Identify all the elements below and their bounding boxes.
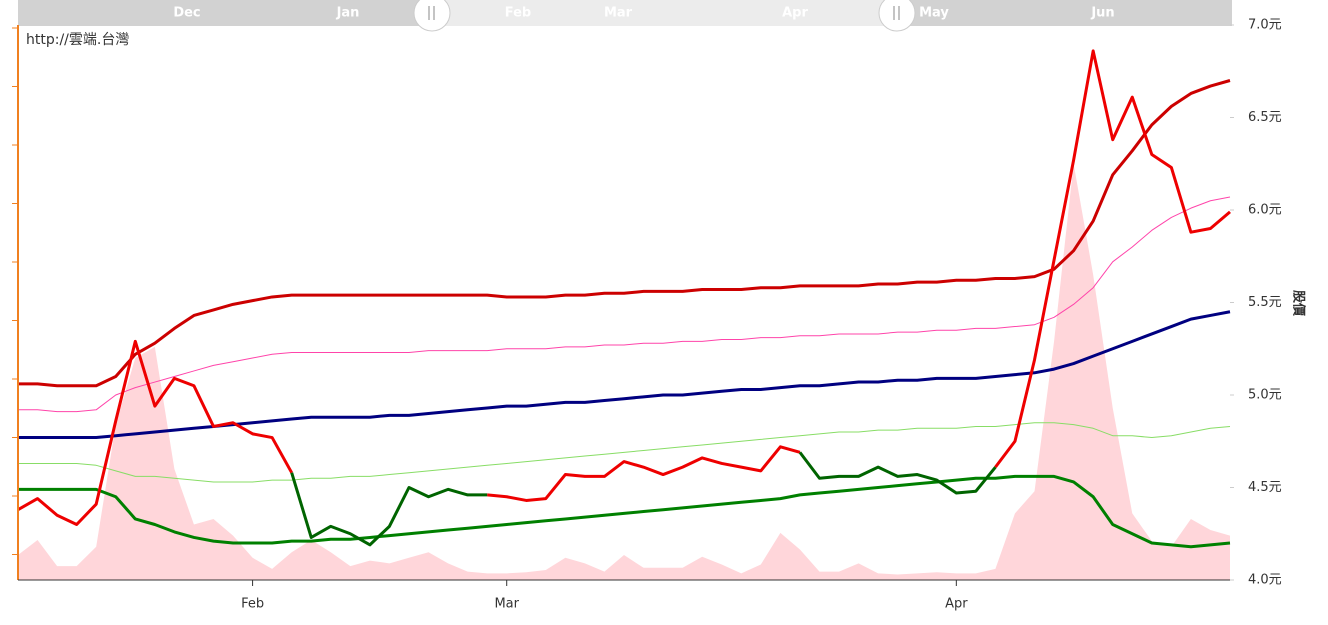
y-tick-label: 5.5元 [1248,295,1282,310]
navigator-label: Dec [173,6,200,21]
navigator-label: Feb [505,6,531,21]
y-tick-label: 6.0元 [1248,203,1282,218]
navigator-label: Apr [782,6,808,21]
x-tick-label: Mar [494,597,519,612]
y-tick-label: 4.0元 [1248,573,1282,588]
navigator-selection[interactable] [432,0,897,26]
navigator-label: Mar [604,6,633,21]
y-axis-title: 股價 [1291,290,1307,317]
series-line [18,79,1231,388]
y-tick-label: 6.5元 [1248,110,1282,125]
left-axis-ticks [12,27,18,555]
volume-area [18,163,1230,580]
series-line [17,49,1231,526]
y-tick-label: 5.0元 [1248,388,1282,403]
series-line [18,474,1231,549]
series-line [290,451,997,547]
navigator-handle[interactable] [878,0,916,32]
series-line [18,422,1231,483]
navigator-label: Jun [1090,6,1114,21]
navigator-label: May [919,6,949,21]
x-tick-label: Apr [945,597,968,612]
plot [17,49,1231,580]
y-tick-label: 4.5元 [1248,480,1282,495]
navigator-handle[interactable] [413,0,451,32]
navigator-labels: Dec Jan Feb Mar Apr May Jun [173,6,1114,21]
series-line [18,196,1231,413]
y-tick-label: 7.0元 [1248,18,1282,33]
x-tick-label: Feb [241,597,264,612]
watermark: http://雲端.台灣 [26,32,129,48]
navigator-label: Jan [336,6,360,21]
